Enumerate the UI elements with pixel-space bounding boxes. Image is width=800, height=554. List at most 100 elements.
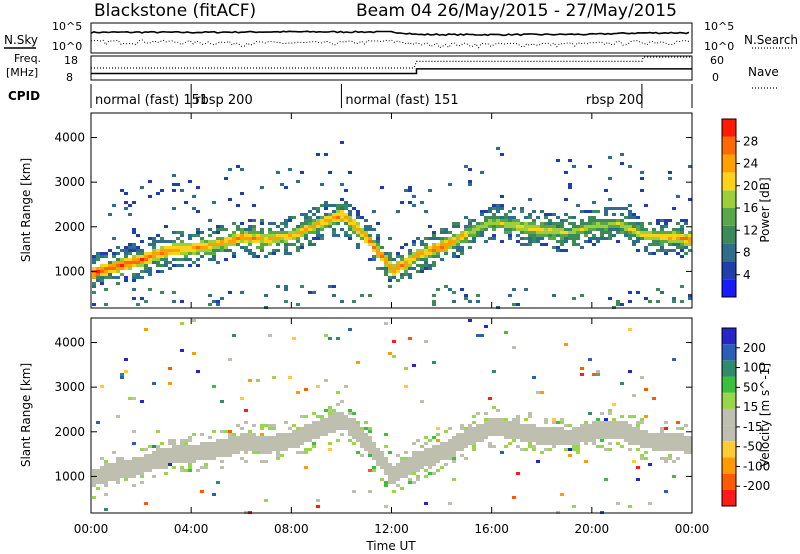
power-cell — [508, 216, 512, 219]
power-cell — [328, 285, 332, 288]
power-cell — [548, 231, 552, 234]
velocity-cell — [644, 451, 648, 454]
velocity-cell — [600, 445, 604, 448]
velocity-cell — [420, 466, 424, 469]
power-cell — [132, 264, 136, 267]
power-cell — [512, 288, 516, 291]
velocity-cell — [336, 427, 340, 430]
power-cell — [104, 276, 108, 279]
power-cell — [620, 225, 624, 228]
power-cell — [396, 261, 400, 264]
power-cell — [220, 228, 224, 231]
velocity-cell — [396, 463, 400, 466]
power-cell — [408, 249, 412, 252]
velocity-cell — [408, 481, 412, 484]
velocity-colorbar-segment — [722, 376, 736, 393]
power-cell — [636, 249, 640, 252]
velocity-cell — [352, 436, 356, 439]
velocity-cell — [180, 322, 184, 325]
power-cell — [520, 210, 524, 213]
velocity-cell — [260, 427, 264, 430]
power-cell — [304, 225, 308, 228]
power-cell — [544, 234, 548, 237]
velocity-cell — [324, 421, 328, 424]
velocity-cell — [644, 445, 648, 448]
velocity-cell — [408, 457, 412, 460]
velocity-cell — [544, 433, 548, 436]
power-cell — [664, 225, 668, 228]
power-cell — [380, 246, 384, 249]
power-cell — [156, 264, 160, 267]
power-cell — [112, 264, 116, 267]
power-cell — [532, 222, 536, 225]
velocity-cell — [632, 439, 636, 442]
velocity-cell — [268, 448, 272, 451]
power-cell — [328, 213, 332, 216]
velocity-cell — [440, 442, 444, 445]
velocity-cell — [188, 439, 192, 442]
power-cell — [300, 225, 304, 228]
power-cell — [292, 231, 296, 234]
velocity-cell — [160, 442, 164, 445]
power-cell — [140, 276, 144, 279]
power-cell — [200, 240, 204, 243]
power-cell — [324, 222, 328, 225]
velocity-cell — [484, 433, 488, 436]
power-cell — [112, 267, 116, 270]
power-cell — [516, 225, 520, 228]
velocity-cell — [172, 454, 176, 457]
power-cell — [248, 228, 252, 231]
power-cell — [304, 237, 308, 240]
velocity-cell — [320, 424, 324, 427]
velocity-cell — [148, 460, 152, 463]
velocity-cell — [668, 442, 672, 445]
power-cell — [444, 246, 448, 249]
power-cell — [132, 246, 136, 249]
power-cell — [664, 219, 668, 222]
power-cell — [192, 261, 196, 264]
power-cell — [272, 231, 276, 234]
power-cell — [208, 303, 212, 306]
power-cell — [688, 165, 692, 168]
velocity-cell — [396, 475, 400, 478]
power-cell — [224, 246, 228, 249]
velocity-cell — [164, 448, 168, 451]
velocity-cell — [116, 475, 120, 478]
velocity-cell — [572, 433, 576, 436]
power-cell — [564, 237, 568, 240]
power-cell — [360, 237, 364, 240]
power-cell — [468, 234, 472, 237]
power-cell — [316, 219, 320, 222]
velocity-cell — [552, 418, 556, 421]
velocity-cell — [388, 481, 392, 484]
power-cell — [240, 234, 244, 237]
power-cell — [404, 243, 408, 246]
velocity-cell — [324, 418, 328, 421]
velocity-cell — [552, 442, 556, 445]
velocity-cell — [368, 454, 372, 457]
power-cell — [156, 234, 160, 237]
power-cell — [356, 231, 360, 234]
velocity-cell — [524, 436, 528, 439]
power-cell — [200, 246, 204, 249]
velocity-cell — [564, 343, 568, 346]
power-cell — [248, 240, 252, 243]
power-cell — [680, 240, 684, 243]
velocity-cell — [644, 442, 648, 445]
velocity-cell — [140, 466, 144, 469]
power-cell — [200, 243, 204, 246]
power-cell — [368, 225, 372, 228]
power-cell — [344, 219, 348, 222]
velocity-cell — [352, 421, 356, 424]
power-cell — [640, 237, 644, 240]
velocity-cell — [288, 433, 292, 436]
power-cell — [564, 198, 568, 201]
power-cell — [204, 243, 208, 246]
power-cell — [272, 234, 276, 237]
velocity-cell — [168, 454, 172, 457]
power-cell — [280, 222, 284, 225]
velocity-cell — [516, 445, 520, 448]
power-cell — [228, 249, 232, 252]
velocity-cell — [500, 427, 504, 430]
